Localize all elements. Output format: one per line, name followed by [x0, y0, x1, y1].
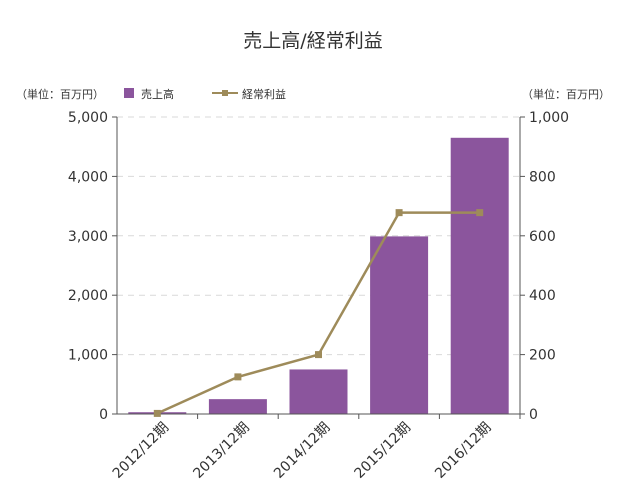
category-label: 2012/12期 [110, 420, 172, 482]
category-label: 2016/12期 [432, 420, 494, 482]
right-tick-label: 0 [529, 407, 538, 423]
right-tick-label: 400 [529, 288, 556, 304]
category-label: 2015/12期 [352, 420, 414, 482]
bars [128, 137, 509, 415]
left-tick-label: 5,000 [68, 110, 108, 126]
line-point-201512 [395, 209, 403, 217]
left-tick-label: 1,000 [68, 348, 108, 364]
right-tick-label: 600 [529, 229, 556, 245]
category-label: 2013/12期 [190, 420, 252, 482]
left-tick-label: 4,000 [68, 169, 108, 185]
left-tick-label: 0 [99, 407, 108, 423]
left-tick-label: 3,000 [68, 229, 108, 245]
axes [112, 116, 525, 419]
line-point-201412 [315, 351, 322, 359]
legend-bar-swatch [124, 88, 134, 98]
bar-201312 [208, 399, 267, 414]
line-point-201212 [153, 409, 161, 417]
right-axis-unit: （単位：百万円） [522, 87, 610, 101]
category-labels: 2012/12期 2013/12期 2014/12期 2015/12期 2016/12期 [110, 420, 495, 482]
legend-line-marker [222, 90, 228, 96]
line-series [153, 209, 484, 417]
right-tick-label: 200 [529, 348, 556, 364]
bar-201412 [289, 369, 348, 414]
category-label: 2014/12期 [271, 420, 333, 482]
bar-201512 [370, 236, 429, 414]
chart-title: 売上高/経常利益 [243, 30, 382, 52]
right-tick-label: 1,000 [529, 110, 569, 126]
left-axis-unit: （単位：百万円） [16, 87, 104, 101]
legend: 売上高 経常利益 [124, 87, 286, 101]
legend-bar-label: 売上高 [141, 87, 174, 101]
left-tick-label: 2,000 [68, 288, 108, 304]
bar-201612 [450, 137, 509, 415]
tick-labels: 0 1,000 2,000 3,000 4,000 5,000 0 200 400 600 800 1… [68, 110, 569, 423]
line-point-201612 [476, 209, 484, 217]
line-point-201312 [234, 373, 242, 381]
right-tick-label: 800 [529, 169, 556, 185]
legend-line-label: 経常利益 [242, 87, 286, 101]
